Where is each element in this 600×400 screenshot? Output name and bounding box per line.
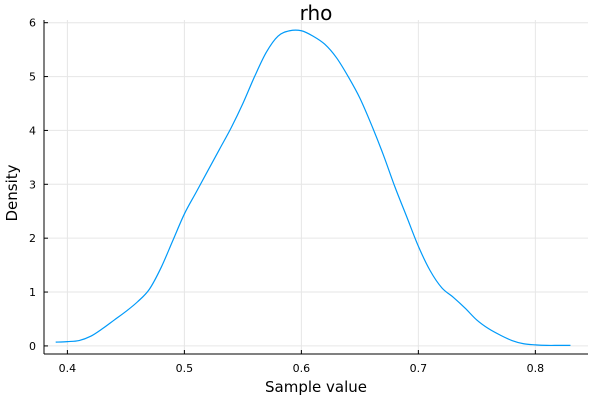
y-tick-label: 2 — [29, 232, 36, 245]
y-axis-label: Density — [3, 164, 21, 221]
x-tick-label: 0.7 — [410, 362, 428, 375]
x-tick-label: 0.4 — [59, 362, 77, 375]
y-tick-label: 0 — [29, 340, 36, 353]
x-tick-label: 0.8 — [527, 362, 545, 375]
axes — [43, 20, 588, 355]
y-tick-label: 3 — [29, 178, 36, 191]
chart-title: rho — [300, 1, 333, 25]
grid — [44, 20, 588, 354]
y-tick-label: 1 — [29, 286, 36, 299]
x-ticks: 0.4 0.5 0.6 0.7 0.8 — [59, 350, 544, 375]
x-axis-label: Sample value — [265, 378, 367, 396]
y-tick-label: 6 — [29, 17, 36, 30]
y-tick-label: 5 — [29, 71, 36, 84]
x-tick-label: 0.5 — [176, 362, 194, 375]
y-tick-label: 4 — [29, 124, 36, 137]
series-group — [55, 29, 571, 347]
x-tick-label: 0.6 — [293, 362, 311, 375]
y-ticks: 0 1 2 3 4 5 6 — [29, 17, 48, 353]
density-curve — [55, 29, 571, 347]
